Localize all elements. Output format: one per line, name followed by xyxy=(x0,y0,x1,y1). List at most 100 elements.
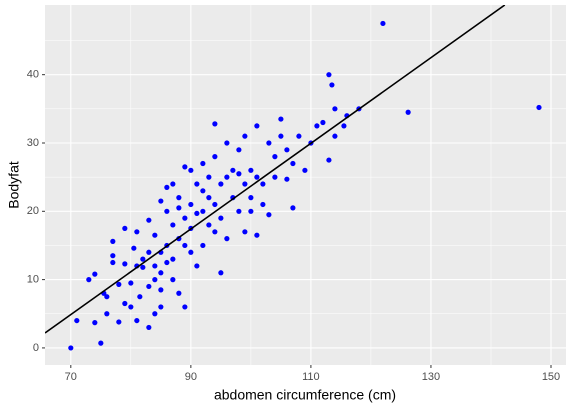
y-axis-label: Bodyfat xyxy=(6,161,22,209)
point xyxy=(134,317,140,324)
point xyxy=(332,133,338,139)
point xyxy=(110,238,116,244)
point xyxy=(329,82,335,88)
point xyxy=(260,181,266,187)
y-tick-label: 30 xyxy=(27,137,39,149)
point xyxy=(86,277,92,283)
point xyxy=(224,236,230,242)
point xyxy=(254,174,260,180)
point xyxy=(212,229,218,235)
point xyxy=(128,280,134,286)
point xyxy=(314,123,320,129)
point xyxy=(182,304,188,310)
point xyxy=(320,119,326,126)
point xyxy=(194,210,200,216)
point xyxy=(272,154,278,160)
point xyxy=(152,311,158,317)
point xyxy=(158,304,164,310)
point xyxy=(164,208,170,214)
x-tick-label: 110 xyxy=(302,371,320,383)
point xyxy=(212,121,218,127)
point xyxy=(212,154,218,160)
point xyxy=(326,157,332,163)
point xyxy=(152,263,158,269)
point xyxy=(122,225,128,231)
point xyxy=(194,181,200,187)
point xyxy=(131,245,137,251)
point xyxy=(104,294,110,300)
point xyxy=(122,261,128,267)
point xyxy=(200,160,206,167)
x-tick-label: 90 xyxy=(185,371,197,383)
point xyxy=(146,324,152,331)
point xyxy=(236,147,242,153)
x-tick-label: 130 xyxy=(422,371,440,383)
point xyxy=(242,229,248,235)
point xyxy=(188,249,194,255)
point xyxy=(110,259,116,266)
point xyxy=(284,176,290,182)
point xyxy=(182,215,188,221)
point xyxy=(116,281,122,287)
point xyxy=(206,195,212,201)
point xyxy=(146,217,152,223)
point xyxy=(242,181,248,187)
y-tick-label: 10 xyxy=(27,274,39,286)
point xyxy=(182,242,188,249)
point xyxy=(128,304,134,310)
x-tick-label: 150 xyxy=(542,371,560,383)
point xyxy=(146,249,152,255)
point xyxy=(170,277,176,283)
point xyxy=(158,198,164,204)
point xyxy=(188,201,194,208)
point xyxy=(158,287,164,293)
point xyxy=(242,133,248,139)
point xyxy=(290,160,296,167)
point xyxy=(278,116,284,122)
point xyxy=(140,256,146,262)
point xyxy=(206,222,212,228)
point xyxy=(218,181,224,187)
point xyxy=(110,253,116,259)
point xyxy=(248,208,254,214)
point xyxy=(200,188,206,194)
point xyxy=(260,201,266,208)
panel xyxy=(45,5,566,365)
x-axis-label: abdomen circumference (cm) xyxy=(214,387,396,403)
point xyxy=(380,20,386,27)
point xyxy=(116,319,122,325)
point xyxy=(140,264,146,270)
point xyxy=(194,263,200,269)
point xyxy=(290,205,296,211)
point xyxy=(152,232,158,238)
point xyxy=(332,106,338,112)
point xyxy=(236,208,242,214)
point xyxy=(284,147,290,153)
point xyxy=(254,232,260,238)
point xyxy=(170,222,176,228)
point xyxy=(92,320,98,326)
point xyxy=(254,123,260,129)
point xyxy=(104,311,110,317)
point xyxy=(170,181,176,187)
point xyxy=(176,195,182,201)
point xyxy=(74,317,80,324)
point xyxy=(224,174,230,180)
point xyxy=(182,164,188,170)
y-tick-label: 0 xyxy=(33,342,39,354)
point xyxy=(68,345,74,351)
point xyxy=(272,174,278,180)
point xyxy=(164,184,170,190)
y-tick-label: 20 xyxy=(27,205,39,217)
point xyxy=(212,201,218,208)
point xyxy=(134,229,140,235)
point xyxy=(176,205,182,211)
point xyxy=(176,290,182,296)
point xyxy=(146,283,152,290)
point xyxy=(278,133,284,139)
point xyxy=(536,104,542,111)
point xyxy=(230,167,236,173)
point xyxy=(266,212,272,218)
point xyxy=(92,271,98,277)
